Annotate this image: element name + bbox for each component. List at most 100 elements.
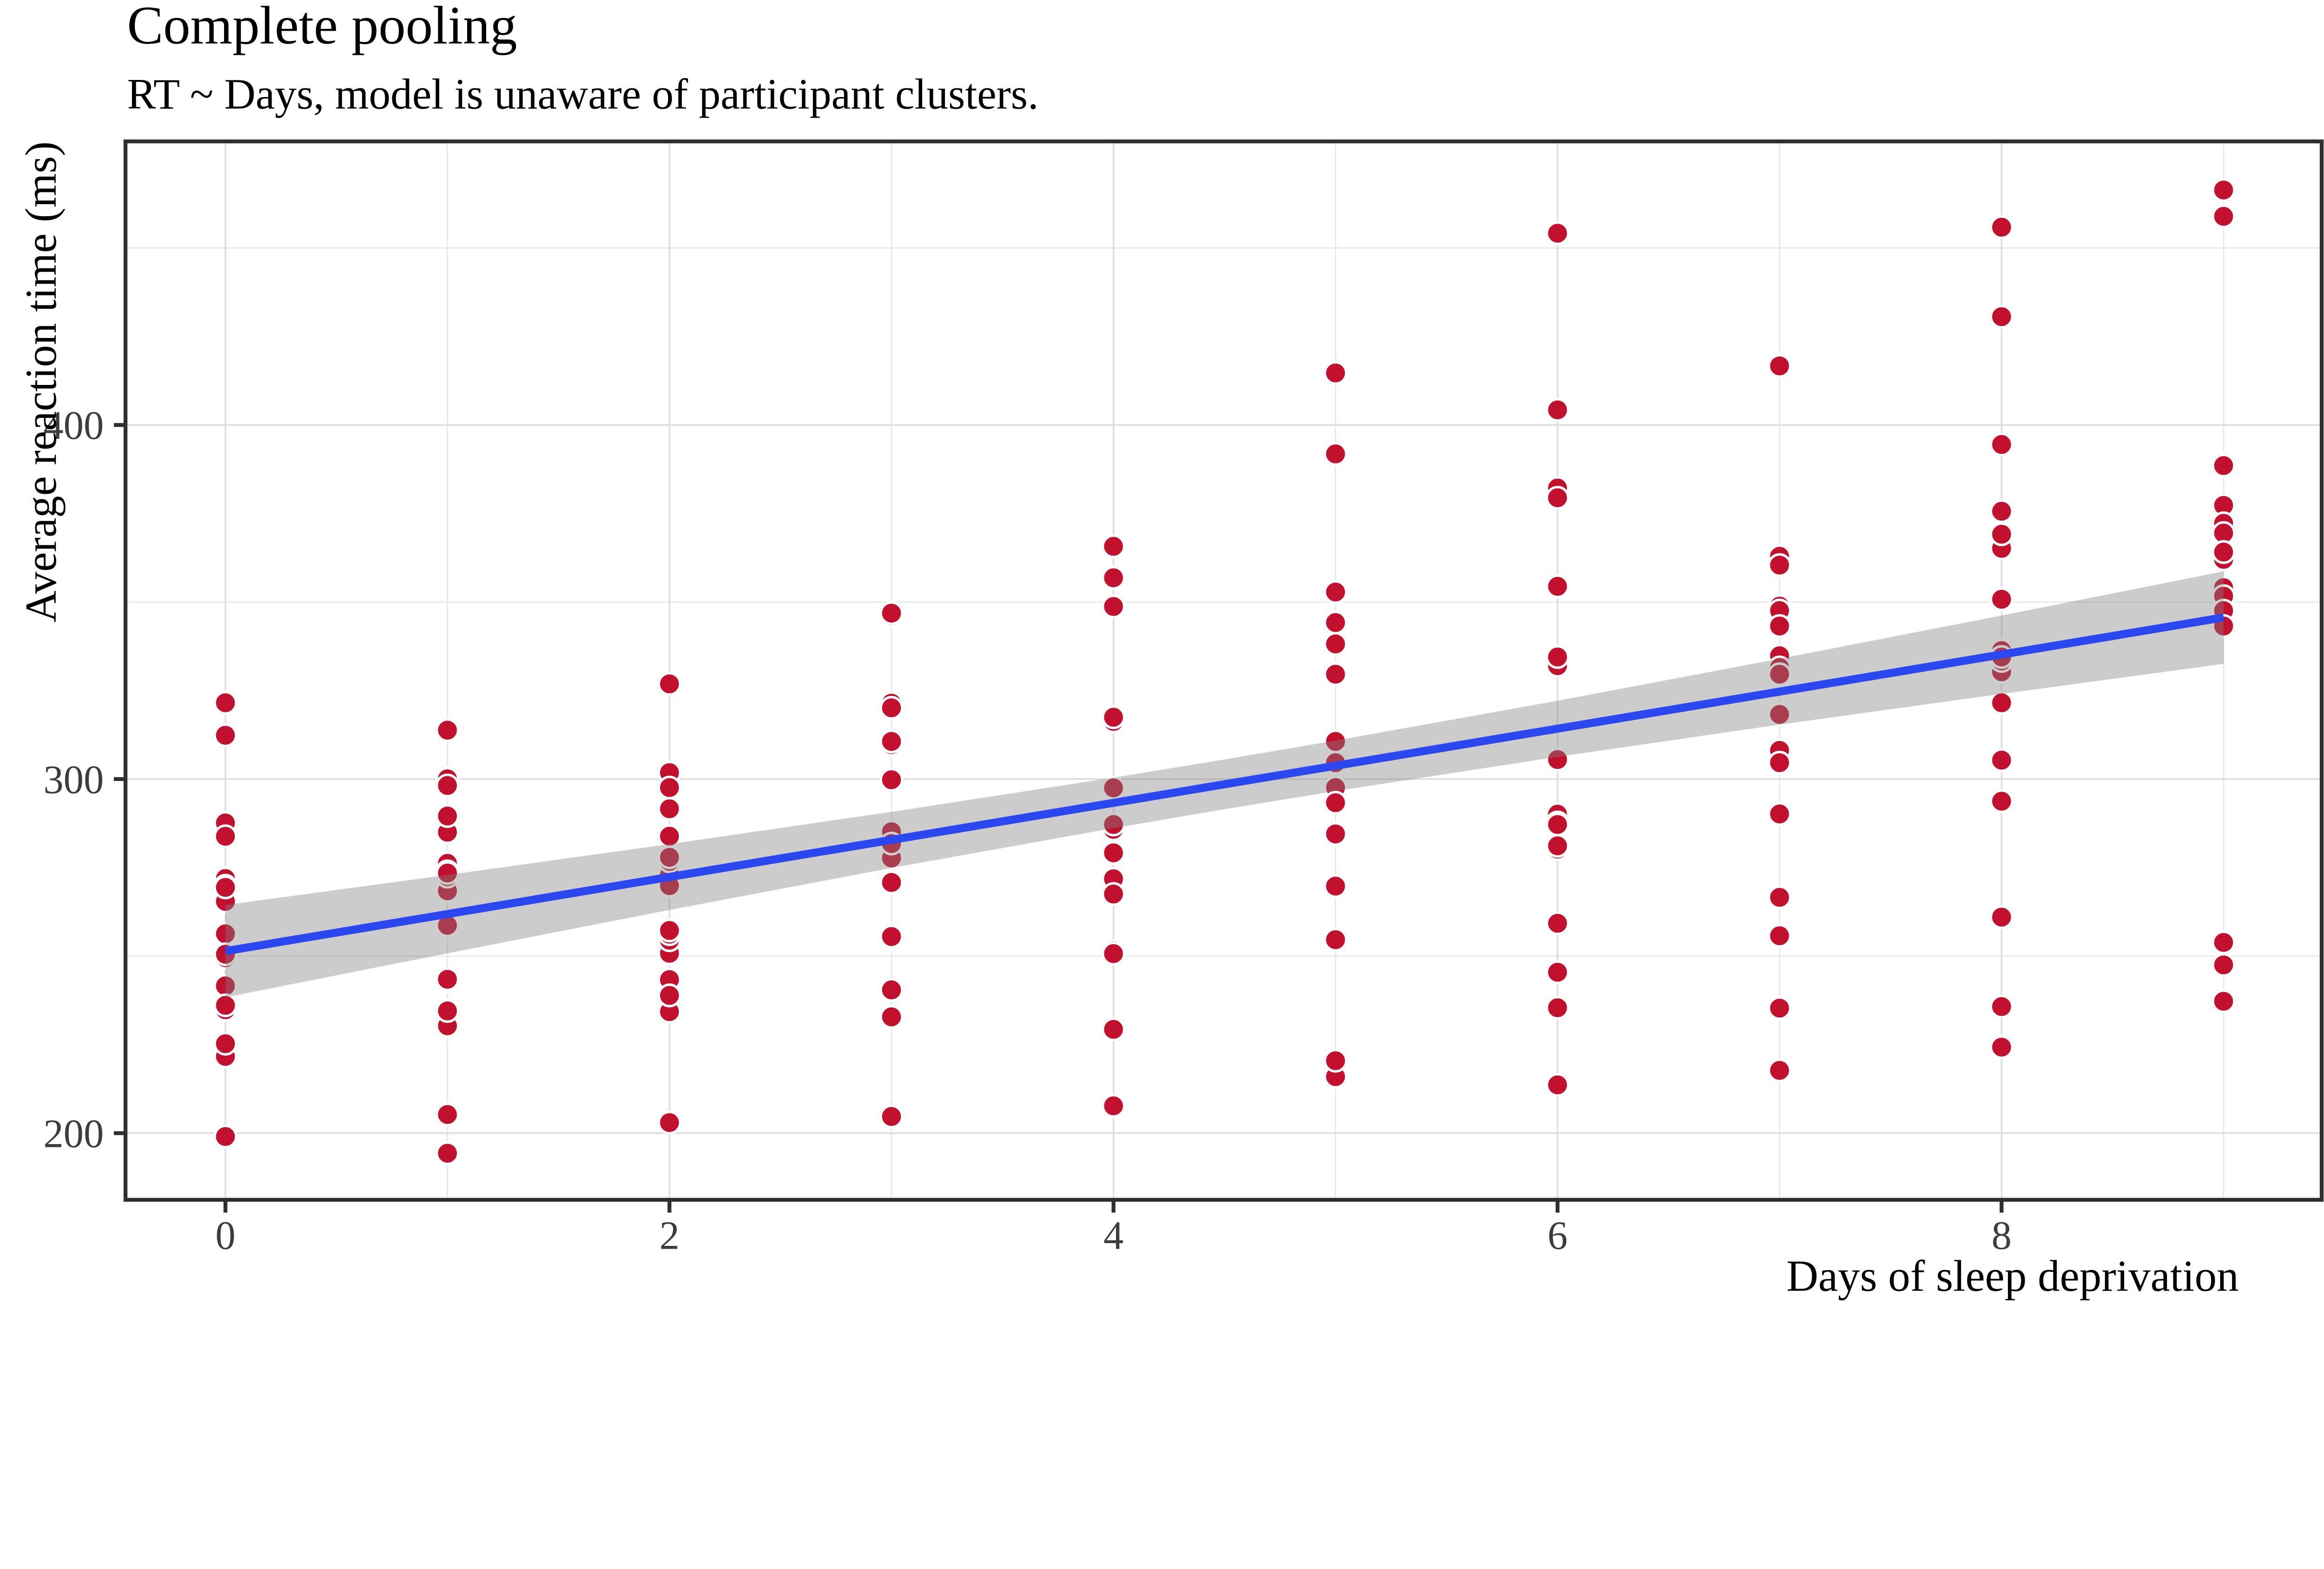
y-tick-label: 400 <box>43 403 104 448</box>
data-point <box>1767 996 1792 1020</box>
data-point <box>1102 882 1126 906</box>
data-point <box>1323 874 1347 898</box>
data-point <box>879 1104 904 1129</box>
x-tick-label: 4 <box>1103 1213 1123 1258</box>
data-point <box>1323 632 1347 656</box>
panel-border <box>123 139 2324 1202</box>
data-point <box>213 1125 238 1149</box>
x-tick-label: 2 <box>660 1213 680 1258</box>
data-point <box>1102 841 1126 865</box>
axis-tick-labels: 200 300 400 0 2 4 6 8 <box>43 403 2012 1258</box>
data-point <box>1323 610 1347 635</box>
data-point <box>657 775 682 800</box>
data-point <box>1323 791 1347 815</box>
data-point <box>657 983 682 1007</box>
data-point <box>879 978 904 1002</box>
data-point <box>436 773 460 798</box>
data-point <box>1767 750 1792 775</box>
x-tick-label: 8 <box>1992 1213 2012 1258</box>
data-point <box>436 861 460 885</box>
data-point <box>1323 822 1347 846</box>
data-point <box>879 729 904 754</box>
data-point <box>213 993 238 1018</box>
data-point <box>2212 453 2236 478</box>
data-point <box>2212 930 2236 954</box>
data-point <box>1102 1094 1126 1118</box>
data-point <box>1989 748 2014 772</box>
data-point <box>657 797 682 821</box>
data-point <box>1767 885 1792 909</box>
y-tick-label: 300 <box>43 757 104 802</box>
data-point <box>1767 354 1792 378</box>
data-point <box>1545 911 1570 935</box>
data-point <box>436 804 460 828</box>
data-point <box>1545 221 1570 245</box>
regression-line <box>224 613 2225 955</box>
data-point <box>2212 178 2236 202</box>
data-point <box>1989 994 2014 1019</box>
data-point <box>1989 305 2014 329</box>
data-point <box>879 695 904 720</box>
data-point <box>1767 1058 1792 1083</box>
plot-subtitle: RT ~ Days, model is unaware of participa… <box>127 70 1038 118</box>
data-point <box>1989 1035 2014 1059</box>
data-point <box>1989 499 2014 523</box>
data-point <box>1545 398 1570 422</box>
data-point <box>213 723 238 748</box>
data-point <box>1545 996 1570 1020</box>
data-point <box>1989 215 2014 239</box>
data-point <box>1102 1017 1126 1041</box>
data-point <box>2212 204 2236 229</box>
data-point <box>1545 834 1570 858</box>
data-point <box>657 672 682 696</box>
data-point <box>1989 905 2014 929</box>
data-point <box>213 691 238 715</box>
data-point <box>1989 432 2014 457</box>
data-point <box>1323 729 1347 754</box>
data-point <box>1545 574 1570 598</box>
data-point <box>213 1032 238 1056</box>
data-point <box>1989 789 2014 814</box>
data-point <box>1545 1073 1570 1097</box>
data-point <box>1989 691 2014 715</box>
data-point <box>436 967 460 992</box>
data-point <box>1102 566 1126 590</box>
data-point <box>657 1111 682 1135</box>
data-point <box>213 875 238 900</box>
data-point <box>1323 1048 1347 1073</box>
data-point <box>879 870 904 894</box>
data-point <box>657 845 682 869</box>
data-point <box>1102 594 1126 619</box>
data-point <box>1767 802 1792 826</box>
data-point <box>1545 486 1570 510</box>
data-point <box>2212 540 2236 564</box>
data-point <box>2212 953 2236 977</box>
data-point <box>1767 702 1792 727</box>
data-point <box>213 824 238 848</box>
data-point <box>1323 927 1347 952</box>
data-point <box>1102 812 1126 837</box>
data-point <box>1767 553 1792 577</box>
gridlines-minor <box>125 141 2322 1200</box>
scatter-plot: 200 300 400 0 2 4 6 8 Complete pooling RT ~ Day… <box>16 0 2324 1301</box>
page-title: Complete pooling <box>127 0 517 55</box>
data-point <box>1545 812 1570 837</box>
y-axis-title: Average reaction time (ms) <box>16 141 66 622</box>
x-tick-label: 0 <box>215 1213 235 1258</box>
plot-page: 200 300 400 0 2 4 6 8 Complete pooling RT ~ Day… <box>16 0 2324 1301</box>
axis-ticks <box>114 423 2004 1213</box>
data-point <box>1989 522 2014 546</box>
data-point <box>879 924 904 949</box>
data-point <box>1102 534 1126 558</box>
data-point <box>1545 748 1570 772</box>
data-point <box>436 1141 460 1165</box>
data-point <box>1323 662 1347 686</box>
data-point <box>436 1102 460 1127</box>
y-tick-label: 200 <box>43 1111 104 1156</box>
data-point <box>1323 580 1347 604</box>
x-tick-label: 6 <box>1547 1213 1567 1258</box>
data-point <box>879 1005 904 1029</box>
data-point <box>879 768 904 792</box>
data-point <box>2212 989 2236 1013</box>
data-point <box>1323 361 1347 385</box>
